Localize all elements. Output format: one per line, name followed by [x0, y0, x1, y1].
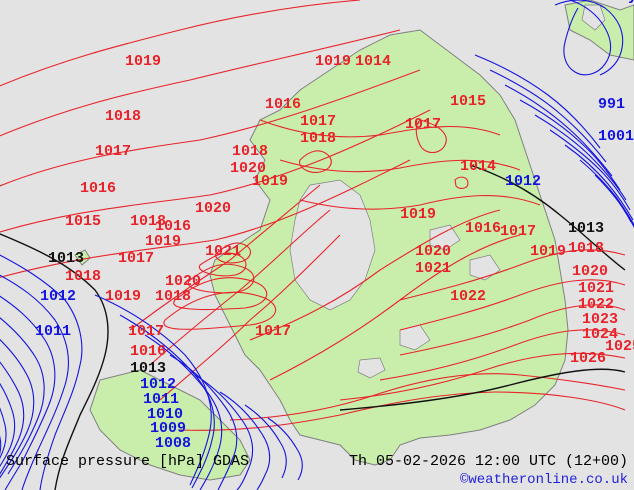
label-1025-a: 1025	[605, 338, 634, 355]
isobar-map-svg: 1014 1019 1018 1017 1016 1015 1013 1012 …	[0, 0, 634, 490]
svg-text:75" y="75" data-name="label-98: 75" y="75" data-name="label-988" data-in…	[592, 0, 634, 5]
label-1020-d: 1020	[415, 243, 451, 260]
label-1018-a: 1018	[105, 108, 141, 125]
label-1021-b: 1021	[415, 260, 451, 277]
map-credit: ©weatheronline.co.uk	[460, 472, 628, 488]
label-1001-a: 1001	[598, 128, 634, 145]
label-1014-a: 1014	[355, 53, 391, 70]
label-1017-g: 1017	[500, 223, 536, 240]
label-1016-b: 1016	[265, 96, 301, 113]
label-1019-b: 1019	[252, 173, 288, 190]
label-1017-c: 1017	[300, 113, 336, 130]
label-1011-a: 1011	[35, 323, 71, 340]
label-1018-e: 1018	[65, 268, 101, 285]
label-1019-f: 1019	[400, 206, 436, 223]
label-1020-e: 1020	[572, 263, 608, 280]
label-1015-a: 1015	[65, 213, 101, 230]
label-1014-b: 1014	[460, 158, 496, 175]
label-1015-b: 1015	[450, 93, 486, 110]
label-1021-c: 1021	[578, 280, 614, 297]
label-1016-c: 1016	[465, 220, 501, 237]
label-1016-a: 1016	[80, 180, 116, 197]
label-1012-c: 1012	[505, 173, 541, 190]
label-1019-c: 1019	[145, 233, 181, 250]
label-1021-a: 1021	[205, 243, 241, 260]
label-1019-g: 1019	[530, 243, 566, 260]
label-1013-c: 1013	[568, 220, 604, 237]
label-1017-a: 1017	[95, 143, 131, 160]
map-title: Surface pressure [hPa] GDAS	[6, 453, 249, 470]
label-1013-b: 1013	[130, 360, 166, 377]
label-1022-a: 1022	[450, 288, 486, 305]
label-1018-g: 1018	[568, 240, 604, 257]
label-1017-d: 1017	[118, 250, 154, 267]
label-1017-e: 1017	[128, 323, 164, 340]
label-1008-b: 1008	[155, 435, 191, 452]
label-1017-b: 1017	[405, 116, 441, 133]
map-date: Th 05-02-2026 12:00 UTC (12+00)	[349, 453, 628, 470]
label-1018-b: 1018	[300, 130, 336, 147]
label-1017-f: 1017	[255, 323, 291, 340]
label-1026-a: 1026	[570, 350, 606, 367]
label-991: 991	[598, 96, 625, 113]
label-1016-e: 1016	[130, 343, 166, 360]
label-1018-c: 1018	[232, 143, 268, 160]
label-1018-f: 1018	[155, 288, 191, 305]
label-1019-a: 1019	[125, 53, 161, 70]
weather-map: 1014 1019 1018 1017 1016 1015 1013 1012 …	[0, 0, 634, 490]
label-1020-b: 1020	[195, 200, 231, 217]
label-1012-a: 1012	[40, 288, 76, 305]
label-1013-a: 1013	[48, 250, 84, 267]
label-1019-e: 1019	[315, 53, 351, 70]
label-1019-d: 1019	[105, 288, 141, 305]
